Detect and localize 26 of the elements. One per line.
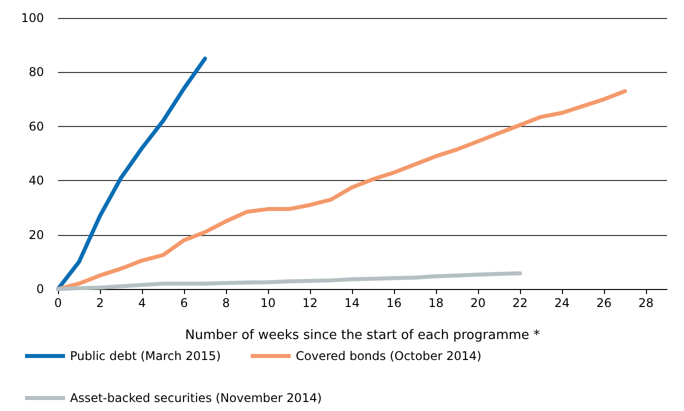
x-tick-label: 2 xyxy=(96,296,104,310)
x-tick-label: 10 xyxy=(260,296,276,310)
legend-label: Asset-backed securities (November 2014) xyxy=(70,391,322,405)
x-tick-label: 24 xyxy=(554,296,570,310)
x-tick-label: 20 xyxy=(470,296,486,310)
x-tick-label: 26 xyxy=(596,296,612,310)
x-tick-label: 16 xyxy=(386,296,402,310)
x-tick-label: 4 xyxy=(138,296,146,310)
y-tick-label: 60 xyxy=(28,119,44,134)
line-series xyxy=(56,271,522,291)
x-tick-label: 14 xyxy=(344,296,360,310)
x-tick-label: 8 xyxy=(222,296,230,310)
x-axis-title: Number of weeks since the start of each programme * xyxy=(185,328,540,343)
y-tick-label: 0 xyxy=(36,282,44,296)
x-tick-label: 22 xyxy=(512,296,528,310)
y-tick-label: 40 xyxy=(28,174,44,188)
y-tick-label: 100 xyxy=(21,11,44,25)
x-tick-label: 18 xyxy=(428,296,444,310)
x-tick-label: 0 xyxy=(54,296,62,310)
legend-label: Covered bonds (October 2014) xyxy=(296,349,482,363)
x-tick-label: 6 xyxy=(180,296,188,310)
y-tick-label: 20 xyxy=(28,228,44,242)
legend-label: Public debt (March 2015) xyxy=(70,349,221,363)
x-tick-label: 28 xyxy=(638,296,654,310)
y-tick-label: 80 xyxy=(28,65,44,80)
x-tick-label: 12 xyxy=(302,296,318,310)
